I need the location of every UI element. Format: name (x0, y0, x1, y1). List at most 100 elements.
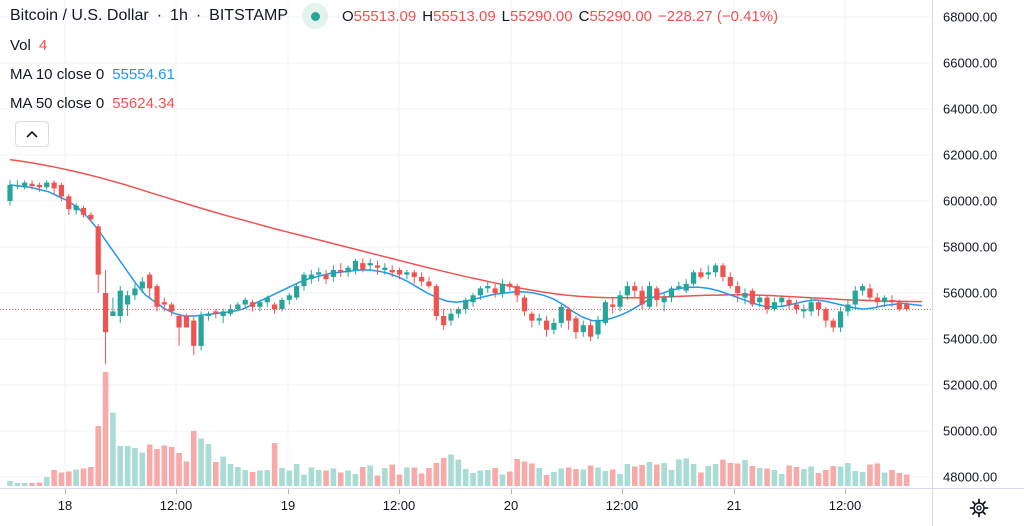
volume-bar (235, 467, 241, 486)
volume-bar (595, 467, 601, 486)
candle-body (147, 274, 153, 289)
symbol-name[interactable]: Bitcoin / U.S. Dollar (10, 7, 149, 24)
volume-bar (521, 461, 528, 486)
time-axis-label: 20 (503, 498, 519, 513)
volume-bar (815, 473, 822, 486)
candle-body (595, 320, 601, 335)
price-axis-label: 64000.00 (943, 101, 998, 117)
volume-bar (889, 470, 895, 486)
ma50-label: MA 50 close 0 (10, 94, 105, 112)
volume-bar (646, 462, 653, 486)
candle-body (88, 214, 94, 220)
candle-body (896, 302, 902, 310)
volume-bar (734, 463, 741, 486)
candle-body (676, 286, 682, 289)
candle-body (551, 322, 557, 330)
vol-row[interactable]: Vol 4 (10, 33, 778, 57)
volume-bar (448, 454, 454, 486)
volume-bar (323, 470, 329, 486)
candle-body (95, 226, 101, 275)
candle-body (183, 316, 189, 328)
ma10-value: 55554.61 (112, 65, 175, 83)
volume-bar (639, 465, 645, 486)
volume-bar (484, 470, 491, 486)
volume-bar (21, 483, 28, 486)
price-chart[interactable] (0, 0, 932, 488)
time-axis-label: 12:00 (382, 498, 416, 513)
vol-value: 4 (38, 36, 48, 54)
candle-body (610, 304, 616, 307)
gear-icon[interactable] (969, 498, 989, 518)
ma50-value: 55624.34 (112, 94, 175, 112)
interval[interactable]: 1h (170, 7, 188, 24)
volume-bar (587, 465, 594, 486)
candle-body (779, 297, 785, 303)
volume-bar (830, 466, 836, 486)
candle-body (80, 207, 87, 215)
volume-bar (903, 474, 910, 486)
candle-body (543, 320, 550, 330)
volume-bar (279, 468, 285, 486)
volume-bar (168, 447, 175, 486)
volume-bar (470, 473, 476, 486)
candle-body (815, 302, 822, 310)
chevron-up-icon (26, 130, 38, 138)
candle-body (117, 290, 123, 316)
volume-bar (286, 470, 293, 486)
volume-bar (712, 464, 719, 486)
price-axis-label: 54000.00 (943, 331, 998, 347)
volume-bar (352, 474, 359, 486)
candle-body (301, 274, 307, 287)
volume-bar (514, 459, 520, 486)
price-axis-label: 58000.00 (943, 239, 998, 255)
volume-bar (382, 468, 388, 486)
candle-body (411, 272, 417, 277)
exchange: BITSTAMP (209, 7, 288, 24)
time-axis-label: 12:00 (605, 498, 639, 513)
volume-bar (558, 468, 565, 486)
collapse-legend-button[interactable] (15, 121, 49, 147)
candle-body (294, 286, 300, 298)
volume-bar (51, 470, 57, 486)
candle-body (632, 286, 638, 291)
live-dot-icon[interactable] (302, 3, 328, 29)
volume-bar (66, 471, 72, 486)
volume-bar (190, 431, 197, 486)
volume-bar (742, 460, 748, 486)
volume-bar (110, 412, 116, 486)
candle-body (44, 182, 50, 188)
volume-bar (837, 466, 844, 486)
volume-bar (690, 464, 697, 486)
volume-bar (698, 472, 704, 486)
volume-bar (492, 468, 498, 486)
candle-body (220, 311, 226, 316)
candle-body (29, 183, 35, 187)
candle-body (698, 272, 704, 277)
volume-bar (499, 474, 506, 486)
ma50-row[interactable]: MA 50 close 0 55624.34 (10, 91, 778, 115)
ma10-row[interactable]: MA 10 close 0 55554.61 (10, 62, 778, 86)
volume-bar (536, 468, 542, 486)
candle-body (801, 309, 807, 312)
volume-bar (198, 438, 204, 486)
time-axis[interactable]: 18 12:00 19 12:00 20 12:00 21 12:00 (0, 488, 932, 526)
volume-bar (426, 468, 432, 486)
volume-bar (132, 448, 138, 486)
volume-bar (249, 472, 256, 486)
volume-bar (345, 470, 351, 486)
candle-body (749, 290, 755, 305)
candle-body (227, 309, 234, 314)
candle-body (36, 184, 42, 188)
price-axis[interactable]: 68000.00 66000.00 64000.00 62000.00 60000.00… (932, 0, 1024, 488)
volume-bar (14, 483, 21, 486)
candle-body (360, 263, 366, 270)
high-value: 55513.09 (433, 7, 496, 25)
volume-bar (308, 467, 315, 486)
candle-body (742, 293, 748, 298)
volume-bar (573, 469, 579, 486)
candle-body (580, 325, 586, 333)
volume-bar (117, 446, 124, 486)
volume-bar (36, 482, 43, 486)
